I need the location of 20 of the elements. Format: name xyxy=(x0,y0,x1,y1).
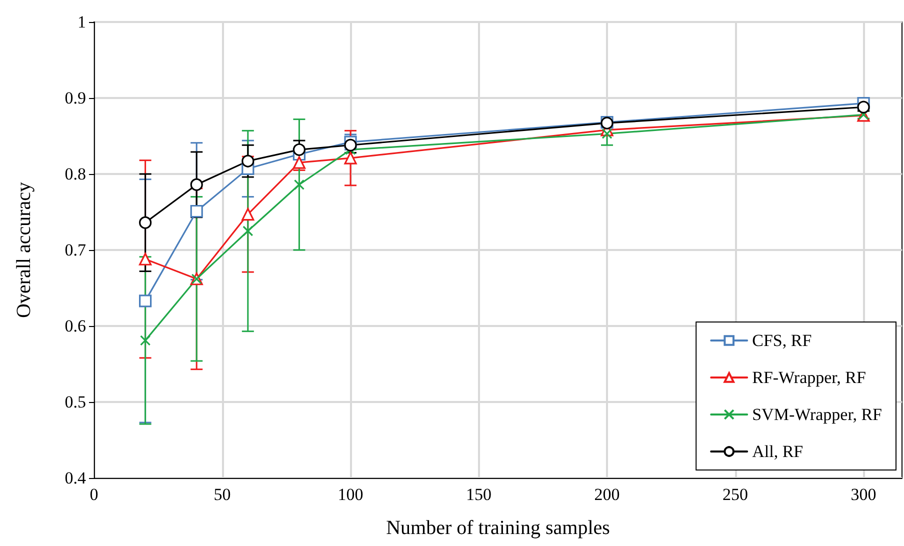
x-tick-label: 0 xyxy=(90,485,98,504)
y-tick-label: 1 xyxy=(78,12,86,32)
x-tick-label: 50 xyxy=(214,485,231,504)
legend-label: CFS, RF xyxy=(752,331,812,350)
legend-label: SVM-Wrapper, RF xyxy=(752,405,882,424)
legend-label: RF-Wrapper, RF xyxy=(752,368,866,387)
x-tick-label: 300 xyxy=(850,485,876,504)
y-axis-title: Overall accuracy xyxy=(13,182,35,318)
y-tick-label: 0.8 xyxy=(64,164,86,184)
x-tick-label: 250 xyxy=(722,485,748,504)
y-tick-label: 0.7 xyxy=(64,240,86,260)
y-tick-label: 0.5 xyxy=(64,392,86,412)
x-axis-title: Number of training samples xyxy=(386,517,610,539)
y-tick-label: 0.9 xyxy=(64,88,86,108)
legend-label: All, RF xyxy=(752,442,804,461)
y-tick-label: 0.4 xyxy=(64,468,86,488)
x-tick-label: 100 xyxy=(338,485,364,504)
y-tick-label: 0.6 xyxy=(64,316,86,336)
x-tick-label: 150 xyxy=(466,485,492,504)
x-tick-label: 200 xyxy=(594,485,620,504)
